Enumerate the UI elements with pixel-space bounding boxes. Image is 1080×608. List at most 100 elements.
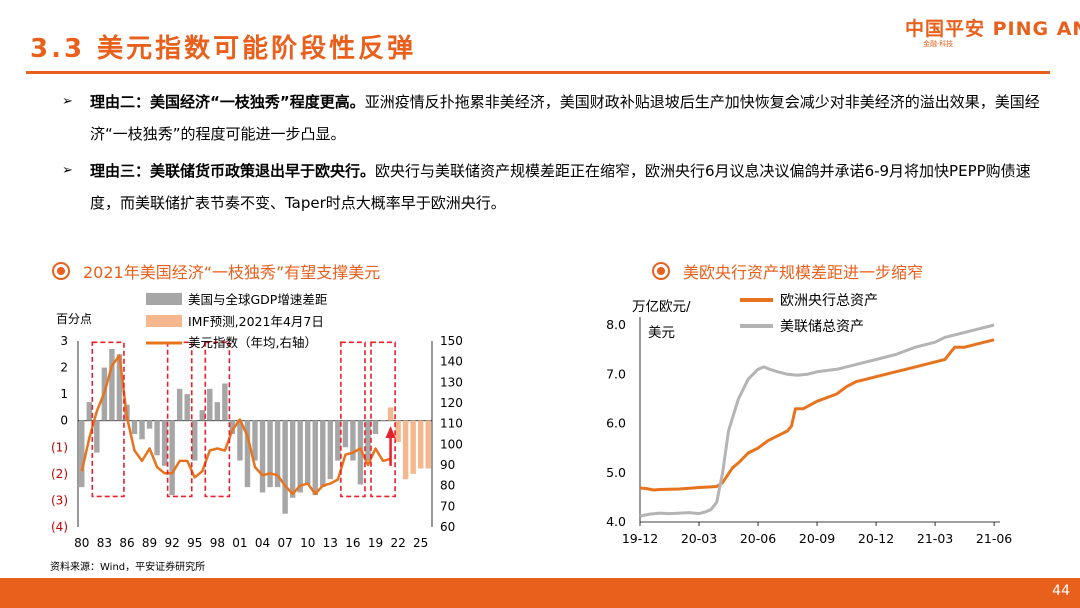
gdp-gap-bar (327, 420, 334, 480)
gdp-gap-bar (199, 410, 205, 421)
imf-forecast-bar (395, 420, 401, 442)
gdp-gap-bar (320, 420, 326, 488)
gdp-gap-bar (222, 383, 228, 421)
gdp-gap-bar (154, 420, 160, 456)
gdp-gap-usd-chart: 3210(1)(2)(3)(4)百分点150140130120110100908… (51, 292, 463, 550)
left-tick-label: (3) (51, 493, 68, 507)
left-tick-label: 1 (60, 387, 68, 401)
x-tick-label: 20-06 (740, 531, 776, 546)
gdp-gap-bar (146, 420, 153, 429)
x-tick-label: 16 (345, 536, 360, 550)
legend-swatch-imf (146, 315, 182, 327)
bullet-arrow-icon: ➢ (62, 94, 73, 109)
x-tick-label: 95 (187, 536, 202, 550)
up-arrow-icon (385, 426, 396, 438)
right-tick-label: 90 (440, 458, 455, 472)
gdp-gap-bar (176, 388, 183, 421)
highlight-box (370, 341, 396, 498)
left-tick-label: 3 (60, 334, 68, 348)
y-axis-label: 万亿欧元/ (632, 299, 691, 315)
gdp-gap-bar (305, 420, 311, 485)
x-tick-label: 20-09 (799, 531, 835, 546)
gdp-gap-bar (94, 420, 100, 453)
x-tick-label: 89 (142, 536, 157, 550)
x-tick-label: 25 (413, 536, 428, 550)
y-tick-label: 6.0 (606, 416, 626, 431)
gdp-gap-bar (207, 388, 213, 421)
gdp-gap-bar (335, 420, 341, 461)
x-tick-label: 10 (300, 536, 315, 550)
legend-swatch-gdp-gap (146, 293, 182, 305)
x-tick-label: 21-06 (976, 531, 1012, 546)
x-tick-label: 86 (119, 536, 134, 550)
page-title: 3.3 美元指数可能阶段性反弹 (30, 34, 417, 64)
right-tick-label: 80 (440, 479, 455, 493)
right-tick-label: 100 (440, 437, 463, 451)
gdp-gap-bar (244, 420, 251, 488)
x-tick-label: 04 (255, 536, 270, 550)
gdp-gap-bar (282, 420, 288, 514)
highlight-box (340, 341, 366, 498)
chart-title-bullet-icon (52, 262, 70, 280)
left-axis-label: 百分点 (56, 312, 92, 326)
left-tick-label: 2 (60, 361, 68, 375)
left-tick-label: 0 (60, 414, 68, 428)
x-tick-label: 20-12 (858, 531, 894, 546)
gdp-gap-bar (297, 420, 303, 493)
left-tick-label: (4) (51, 520, 68, 534)
gdp-gap-bar (169, 420, 175, 496)
gdp-gap-bar (342, 420, 349, 448)
right-tick-label: 140 (440, 355, 463, 369)
y-axis-label: 美元 (648, 325, 675, 341)
page-number: 44 (1052, 583, 1070, 599)
gdp-gap-bar (350, 420, 356, 461)
right-tick-label: 130 (440, 375, 463, 389)
legend-label-imf: IMF预测,2021年4月7日 (188, 314, 324, 329)
left-chart-title: 2021年美国经济“一枝独秀”有望支撑美元 (83, 263, 381, 282)
logo-subtitle: 金融·科技 (923, 40, 954, 48)
fed-assets-line (639, 323, 995, 518)
y-tick-label: 4.0 (606, 514, 626, 529)
gdp-gap-bar (372, 420, 379, 434)
logo-text: 中国平安 PING AN (905, 18, 1080, 40)
x-tick-label: 20-03 (681, 531, 717, 546)
bullet-lead: 理由三：美联储货币政策退出早于欧央行。 (90, 162, 376, 180)
imf-forecast-bar (402, 420, 409, 480)
gdp-gap-bar (237, 420, 243, 461)
gdp-gap-bar (86, 402, 93, 421)
bullet-arrow-icon: ➢ (62, 163, 73, 178)
imf-forecast-bar (425, 420, 431, 469)
bullet-lead: 理由二：美国经济“一枝独秀”程度更高。 (90, 93, 365, 111)
chart-title-bullet-icon (652, 262, 670, 280)
gdp-gap-bar (289, 420, 296, 498)
central-bank-assets-chart: 8.0 7.0 6.0 5.0 4.0 19-12 20-03 20-06 20-09 20-12… (606, 293, 1012, 546)
gdp-gap-bar (312, 420, 318, 496)
gdp-gap-bar (365, 420, 371, 461)
x-tick-label: 92 (165, 536, 180, 550)
gdp-gap-bar (184, 394, 190, 421)
gdp-gap-bar (267, 420, 273, 488)
ecb-assets-line (639, 338, 995, 492)
gdp-gap-bar (259, 420, 266, 493)
gdp-gap-bar (139, 420, 145, 440)
right-tick-label: 120 (440, 396, 463, 410)
gdp-gap-bar (252, 420, 258, 461)
x-tick-label: 80 (74, 536, 89, 550)
legend-label-ecb: 欧洲央行总资产 (780, 293, 878, 309)
highlight-box (91, 341, 125, 498)
x-tick-label: 98 (210, 536, 225, 550)
legend-label-usd: 美元指数（年均,右轴） (188, 335, 317, 350)
title-rule (26, 71, 1050, 74)
gdp-gap-bar (214, 402, 221, 421)
footer-bar (0, 578, 1080, 608)
legend-label-gdp-gap: 美国与全球GDP增速差距 (188, 292, 327, 307)
x-tick-label: 13 (323, 536, 338, 550)
x-tick-label: 01 (232, 536, 247, 550)
gdp-gap-bar (274, 420, 281, 488)
highlight-box (204, 341, 231, 498)
left-tick-label: (2) (51, 467, 68, 481)
gdp-gap-bar (116, 354, 123, 421)
source-note: 资料来源：Wind，平安证券研究所 (50, 562, 206, 573)
x-tick-label: 07 (277, 536, 292, 550)
gdp-gap-bar (357, 420, 364, 485)
